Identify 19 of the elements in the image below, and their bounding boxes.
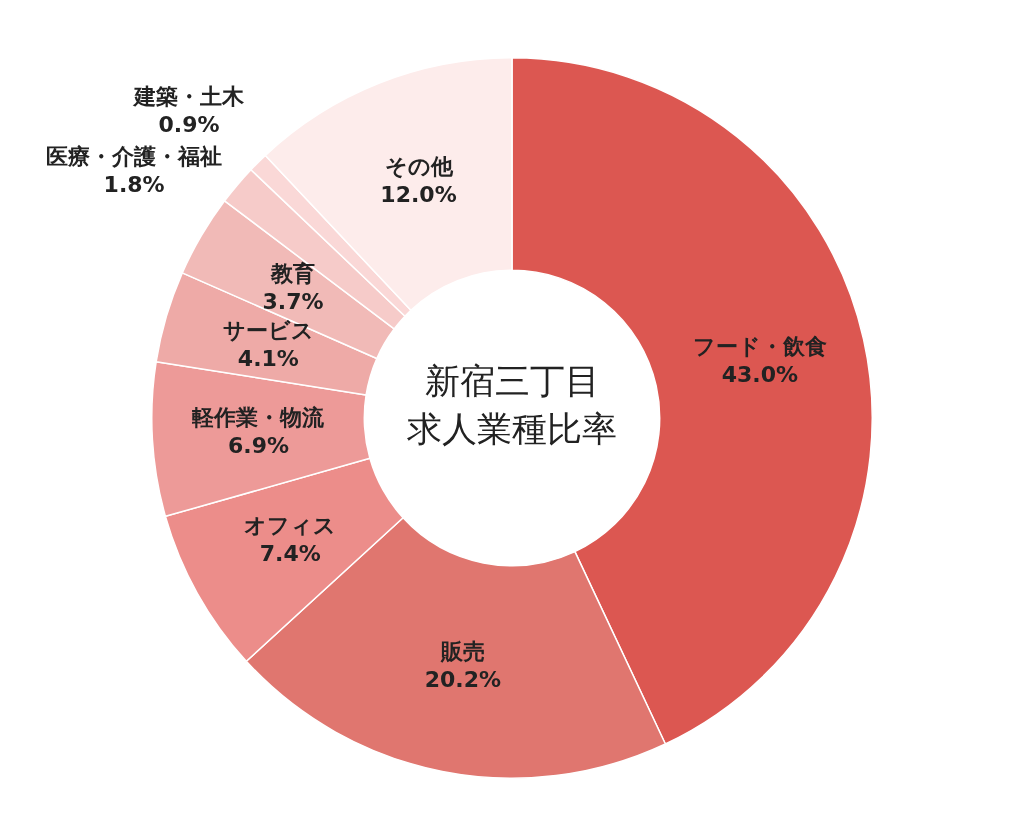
data-label: 20.2% <box>424 666 502 692</box>
data-label: 43.0% <box>721 362 799 388</box>
slice-label: サービス <box>222 318 314 344</box>
slice-label: 教育 <box>269 261 315 287</box>
slice-label: 建築・土木 <box>131 83 245 109</box>
data-label: 12.0% <box>380 181 457 207</box>
slice-label: オフィス <box>244 513 337 539</box>
slice-label: 医療・介護・福祉 <box>46 143 223 169</box>
text: 新宿三丁目求人業種比率 <box>407 360 617 451</box>
data-label: 3.7% <box>262 289 324 315</box>
data-label: 0.9% <box>158 111 220 137</box>
data-label: 4.1% <box>237 346 299 372</box>
slice-label: 軽作業・物流 <box>192 404 326 430</box>
slice-label: フード・飲食 <box>692 334 827 360</box>
slice-label: 販売 <box>439 638 485 664</box>
data-label: 6.9% <box>227 432 289 458</box>
slice-label: その他 <box>384 153 454 179</box>
data-label: 7.4% <box>259 541 321 567</box>
data-label: 1.8% <box>103 171 165 197</box>
